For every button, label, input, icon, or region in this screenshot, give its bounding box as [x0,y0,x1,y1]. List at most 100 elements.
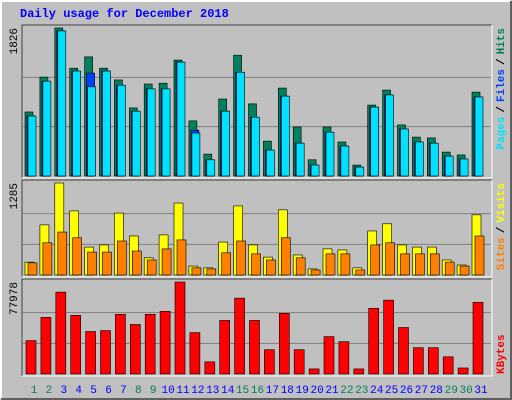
bar [457,367,469,375]
bar [57,30,67,177]
bar [87,86,96,177]
panel-edge-dark [21,278,492,376]
bar [159,311,171,375]
legend: Pages / Files / Hits [496,28,508,150]
bar [146,259,157,276]
chart-title: Daily usage for December 2018 [20,7,229,21]
x-tick-label: 24 [370,385,384,397]
x-tick-label: 15 [236,385,249,397]
bar [415,141,424,177]
x-tick-label: 6 [105,385,112,397]
bar [442,356,454,375]
bar [70,315,81,375]
bar [340,253,351,276]
legend: Sites / Visits [496,183,508,270]
bar [325,253,336,276]
bar [206,268,217,276]
bar [280,237,291,276]
bar [57,231,68,276]
bar [278,313,290,375]
x-tick-label: 25 [385,385,398,397]
bar [266,259,276,276]
bar [400,253,410,276]
bar [266,149,275,177]
bar [264,349,275,375]
bar [221,252,231,276]
y-tick-label: 1285 [9,183,21,209]
bar [251,116,260,177]
bar [400,128,409,177]
bar [323,336,335,375]
x-tick-label: 4 [75,385,82,397]
y-tick-label: 1826 [9,28,21,54]
bar [413,347,424,375]
bar [27,115,37,177]
bar [115,314,126,375]
bar [42,80,52,177]
bar [280,95,290,177]
bar [42,242,53,276]
bar [176,61,186,177]
bar [132,250,142,276]
legend-entry: Files [496,69,508,102]
bar [385,242,395,276]
x-tick-label: 2 [46,385,53,397]
bar [398,327,409,375]
bar [161,248,172,276]
bar [72,70,81,177]
bar [117,84,126,177]
bar [174,281,186,375]
bar [368,307,380,375]
legend-entry: KBytes [496,334,508,374]
x-tick-label: 9 [150,385,157,397]
bar [383,299,394,375]
bar [191,267,202,276]
bar [295,257,306,276]
x-tick-label: 7 [120,385,127,397]
bar [415,253,425,276]
legend: KBytes [496,334,508,374]
bar [353,368,365,375]
bar [310,269,321,276]
x-tick-label: 28 [430,385,443,397]
panel-edge-dark [21,24,492,178]
bar [474,235,485,276]
legend-separator: / [496,226,508,233]
bar [236,71,245,177]
bar [221,110,230,177]
x-tick-label: 5 [90,385,97,397]
x-tick-label: 3 [60,385,67,397]
bar [102,251,112,276]
bar [293,349,305,375]
legend-separator: / [496,58,508,65]
panel-edge-light [22,180,493,278]
bar [219,320,230,375]
bar [459,158,469,177]
bar [176,239,187,276]
bar [325,131,335,177]
panel-edge-dark [21,179,492,277]
bar [234,297,245,375]
bar [189,332,201,375]
bar [429,253,440,276]
bar [444,155,454,177]
bar [130,324,141,375]
bar [236,240,246,276]
x-tick-label: 8 [135,385,142,397]
bar [206,159,216,177]
bar [295,142,305,177]
bar [55,291,67,375]
panel-edge-light [22,25,493,179]
bar [355,269,366,276]
bar [429,142,439,177]
bar [370,106,380,177]
bar [132,110,141,177]
x-tick-label: 21 [325,385,339,397]
x-tick-label: 18 [281,385,294,397]
bar [102,70,111,177]
bar [427,347,439,375]
bar [251,253,261,276]
